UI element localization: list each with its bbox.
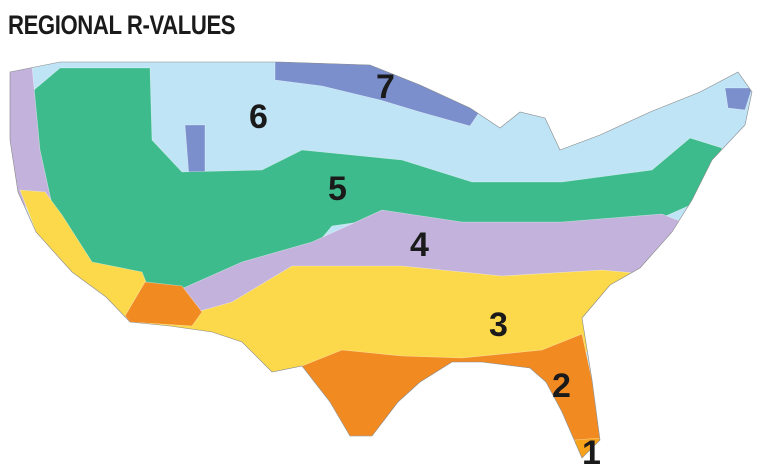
zone-2-label: 2: [552, 367, 571, 405]
zone-7-label: 7: [376, 68, 395, 106]
zone-5-label: 5: [328, 170, 347, 208]
map-title: REGIONAL R-VALUES: [8, 10, 236, 40]
zone-4-label: 4: [410, 226, 429, 264]
zone-3-label: 3: [489, 306, 508, 344]
zone-1-region: [571, 437, 601, 458]
us-outline: [9, 61, 753, 459]
zone-1-label: 1: [582, 434, 601, 468]
zone-6-label: 6: [249, 98, 268, 136]
